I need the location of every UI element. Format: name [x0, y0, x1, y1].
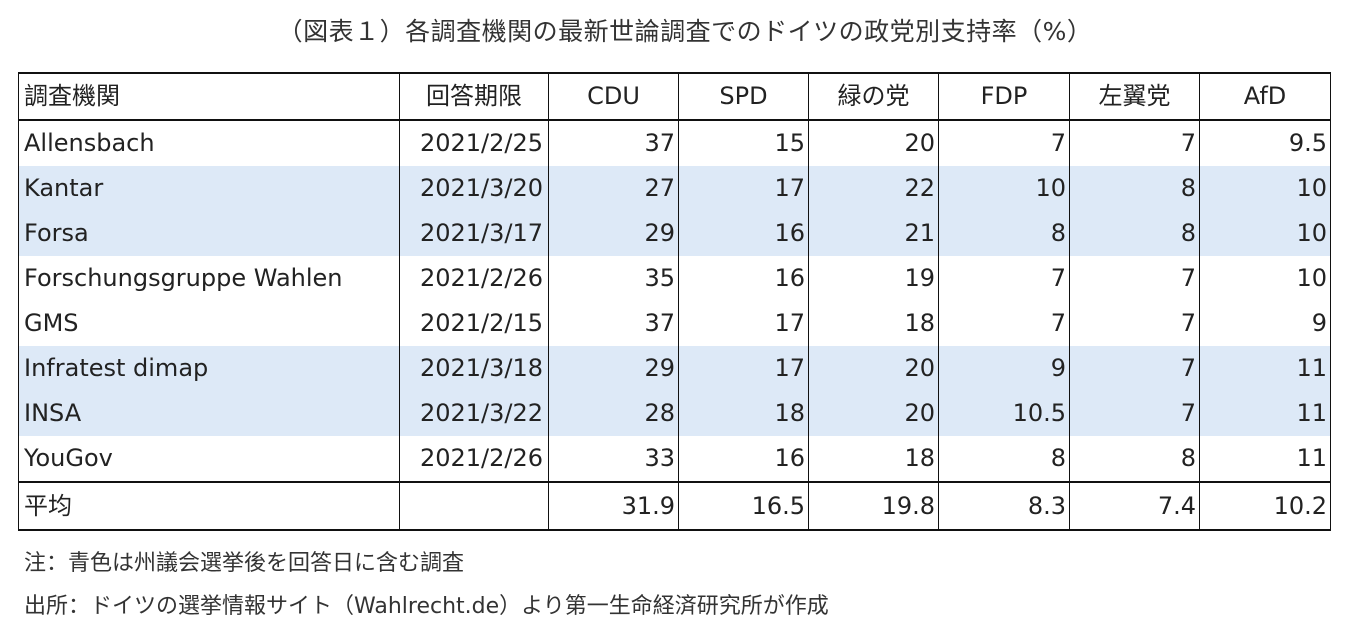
organization-cell: Kantar	[18, 166, 400, 211]
average-cdu: 31.9	[548, 481, 679, 531]
afd-value-cell: 10	[1199, 211, 1331, 256]
source-note: 出所：ドイツの選挙情報サイト（Wahlrecht.de）より第一生命経済研究所が…	[24, 594, 829, 619]
date-cell: 2021/2/26	[399, 256, 549, 301]
date-cell: 2021/2/15	[399, 301, 549, 346]
organization-cell: Forschungsgruppe Wahlen	[18, 256, 400, 301]
spd-value-cell: 16	[678, 436, 809, 482]
cdu-value-cell: 37	[548, 120, 679, 166]
average-left: 7.4	[1069, 481, 1200, 531]
left-value-cell: 8	[1069, 166, 1200, 211]
organization-cell: GMS	[18, 301, 400, 346]
date-cell: 2021/3/22	[399, 391, 549, 436]
date-cell: 2021/3/18	[399, 346, 549, 391]
table-title: （図表１）各調査機関の最新世論調査でのドイツの政党別支持率（%）	[277, 17, 1093, 46]
greens-value-cell: 18	[808, 301, 939, 346]
table-row: GMS 2021/2/15 37 17 18 7 7 9	[18, 301, 1331, 346]
table-row: Forschungsgruppe Wahlen 2021/2/26 35 16 19 7 7…	[18, 256, 1331, 301]
cdu-value-cell: 29	[548, 346, 679, 391]
greens-value-cell: 20	[808, 391, 939, 436]
left-value-cell: 7	[1069, 256, 1200, 301]
organization-cell: YouGov	[18, 436, 400, 482]
poll-table: 調査機関 回答期限 CDU SPD 緑の党 FDP 左翼党 AfD Allens…	[18, 72, 1331, 531]
spd-value-cell: 16	[678, 211, 809, 256]
spd-value-cell: 17	[678, 166, 809, 211]
average-date	[399, 481, 549, 531]
organization-cell: Infratest dimap	[18, 346, 400, 391]
fdp-value-cell: 7	[938, 301, 1070, 346]
column-header-spd: SPD	[678, 72, 809, 121]
table-row: Kantar 2021/3/20 27 17 22 10 8 10	[18, 166, 1331, 211]
spd-value-cell: 16	[678, 256, 809, 301]
spd-value-cell: 17	[678, 301, 809, 346]
table-note: 注：青色は州議会選挙後を回答日に含む調査	[24, 551, 465, 576]
afd-value-cell: 9	[1199, 301, 1331, 346]
afd-value-cell: 11	[1199, 436, 1331, 482]
date-cell: 2021/3/20	[399, 166, 549, 211]
organization-cell: Allensbach	[18, 120, 400, 166]
table-row: Infratest dimap 2021/3/18 29 17 20 9 7 11	[18, 346, 1331, 391]
average-afd: 10.2	[1199, 481, 1331, 531]
column-header-fdp: FDP	[938, 72, 1070, 121]
fdp-value-cell: 8	[938, 436, 1070, 482]
left-value-cell: 8	[1069, 436, 1200, 482]
left-value-cell: 8	[1069, 211, 1200, 256]
cdu-value-cell: 28	[548, 391, 679, 436]
average-greens: 19.8	[808, 481, 939, 531]
table-row: YouGov 2021/2/26 33 16 18 8 8 11	[18, 436, 1331, 482]
cdu-value-cell: 37	[548, 301, 679, 346]
table-row: Allensbach 2021/2/25 37 15 20 7 7 9.5	[18, 120, 1331, 166]
cdu-value-cell: 29	[548, 211, 679, 256]
afd-value-cell: 10	[1199, 256, 1331, 301]
cdu-value-cell: 27	[548, 166, 679, 211]
organization-cell: INSA	[18, 391, 400, 436]
greens-value-cell: 18	[808, 436, 939, 482]
spd-value-cell: 15	[678, 120, 809, 166]
date-cell: 2021/2/26	[399, 436, 549, 482]
afd-value-cell: 11	[1199, 391, 1331, 436]
fdp-value-cell: 8	[938, 211, 1070, 256]
greens-value-cell: 20	[808, 346, 939, 391]
spd-value-cell: 18	[678, 391, 809, 436]
afd-value-cell: 11	[1199, 346, 1331, 391]
left-value-cell: 7	[1069, 120, 1200, 166]
fdp-value-cell: 10.5	[938, 391, 1070, 436]
greens-value-cell: 19	[808, 256, 939, 301]
cdu-value-cell: 33	[548, 436, 679, 482]
greens-value-cell: 20	[808, 120, 939, 166]
greens-value-cell: 22	[808, 166, 939, 211]
fdp-value-cell: 7	[938, 256, 1070, 301]
organization-cell: Forsa	[18, 211, 400, 256]
fdp-value-cell: 9	[938, 346, 1070, 391]
average-label: 平均	[18, 481, 400, 531]
average-spd: 16.5	[678, 481, 809, 531]
column-header-organization: 調査機関	[18, 72, 400, 121]
spd-value-cell: 17	[678, 346, 809, 391]
date-cell: 2021/2/25	[399, 120, 549, 166]
average-fdp: 8.3	[938, 481, 1070, 531]
fdp-value-cell: 7	[938, 120, 1070, 166]
afd-value-cell: 9.5	[1199, 120, 1331, 166]
column-header-greens: 緑の党	[808, 72, 939, 121]
column-header-afd: AfD	[1199, 72, 1331, 121]
table-row: Forsa 2021/3/17 29 16 21 8 8 10	[18, 211, 1331, 256]
date-cell: 2021/3/17	[399, 211, 549, 256]
column-header-cdu: CDU	[548, 72, 679, 121]
greens-value-cell: 21	[808, 211, 939, 256]
header-row: 調査機関 回答期限 CDU SPD 緑の党 FDP 左翼党 AfD	[18, 72, 1331, 121]
left-value-cell: 7	[1069, 346, 1200, 391]
table-body: Allensbach 2021/2/25 37 15 20 7 7 9.5 Kantar 2021…	[18, 120, 1331, 531]
average-row: 平均 31.9 16.5 19.8 8.3 7.4 10.2	[18, 481, 1331, 531]
column-header-left: 左翼党	[1069, 72, 1200, 121]
left-value-cell: 7	[1069, 391, 1200, 436]
fdp-value-cell: 10	[938, 166, 1070, 211]
left-value-cell: 7	[1069, 301, 1200, 346]
afd-value-cell: 10	[1199, 166, 1331, 211]
table-row: INSA 2021/3/22 28 18 20 10.5 7 11	[18, 391, 1331, 436]
cdu-value-cell: 35	[548, 256, 679, 301]
column-header-date: 回答期限	[399, 72, 549, 121]
